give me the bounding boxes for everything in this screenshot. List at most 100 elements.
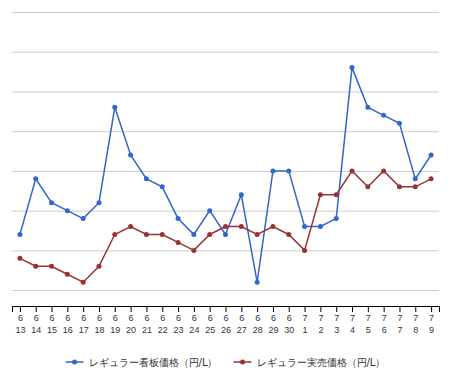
y-grid [12, 13, 439, 291]
point [160, 232, 165, 237]
x-tick-label: 75 [366, 313, 371, 334]
point [302, 248, 307, 253]
x-tick-label: 71 [303, 313, 308, 334]
x-tick-mark [352, 306, 353, 312]
x-tick-mark [384, 306, 385, 312]
point [239, 192, 244, 197]
x-tick-label: 628 [253, 313, 263, 334]
point [176, 216, 181, 221]
x-tick-label-row: 6 [192, 313, 197, 323]
x-tick-label-row: 5 [366, 325, 371, 335]
x-tick-mark [67, 306, 68, 312]
x-tick: 627 [237, 306, 247, 335]
x-tick-mark [431, 306, 432, 312]
point [144, 176, 149, 181]
x-axis: 6136146156166176186196206216226236246256… [13, 306, 440, 335]
x-tick: 71 [303, 306, 308, 335]
x-tick-label-row: 23 [174, 325, 184, 335]
x-tick-mark [36, 306, 37, 312]
point [112, 232, 117, 237]
x-tick-label-row: 6 [160, 313, 165, 323]
x-tick-label: 79 [429, 313, 434, 334]
point [413, 176, 418, 181]
x-tick: 630 [284, 306, 294, 335]
x-tick-label-row: 17 [79, 325, 89, 335]
point [49, 264, 54, 269]
y-tick [12, 250, 439, 251]
x-tick: 78 [413, 306, 418, 335]
x-tick-label-row: 6 [18, 313, 23, 323]
x-tick: 73 [334, 306, 339, 335]
x-tick-mark [336, 306, 337, 312]
plot: 6136146156166176186196206216226236246256… [12, 13, 440, 335]
x-tick-label-row: 14 [31, 325, 41, 335]
point [381, 113, 386, 118]
x-tick-label: 615 [47, 313, 57, 334]
x-tick-label-row: 27 [237, 325, 247, 335]
x-tick: 619 [110, 306, 120, 335]
point [302, 224, 307, 229]
x-tick-label-row: 6 [382, 325, 387, 335]
point [160, 184, 165, 189]
x-tick-mark [305, 306, 306, 312]
x-tick: 616 [63, 306, 73, 335]
grid-line [12, 91, 439, 92]
x-tick-mark [83, 306, 84, 312]
x-tick-label-row: 6 [255, 313, 260, 323]
x-tick-label-row: 6 [176, 313, 181, 323]
x-tick: 74 [350, 306, 355, 335]
x-tick-label: 74 [350, 313, 355, 334]
x-tick-label-row: 4 [350, 325, 355, 335]
x-tick-label-row: 6 [287, 313, 292, 323]
point [128, 224, 133, 229]
point [397, 184, 402, 189]
series-points [17, 65, 433, 285]
point [429, 153, 434, 158]
x-axis-line [13, 307, 440, 313]
legend-label: レギュラー実売価格（円/L） [257, 357, 386, 368]
x-tick-label-row: 7 [397, 325, 402, 335]
x-tick-label: 623 [174, 313, 184, 334]
x-tick-mark [131, 306, 132, 312]
point [334, 216, 339, 221]
x-tick-mark [99, 306, 100, 312]
point [176, 240, 181, 245]
x-tick-label-row: 6 [34, 313, 39, 323]
x-tick-label: 618 [94, 313, 104, 334]
x-tick-mark [162, 306, 163, 312]
x-tick: 79 [429, 306, 434, 335]
x-tick-label-row: 19 [110, 325, 120, 335]
point [270, 168, 275, 173]
x-tick-label-row: 6 [271, 313, 276, 323]
x-tick-label-row: 7 [397, 313, 402, 323]
point [96, 264, 101, 269]
x-tick-mark [146, 306, 147, 312]
x-tick-mark [289, 306, 290, 312]
point [128, 153, 133, 158]
x-tick-label-row: 6 [208, 313, 213, 323]
x-tick: 617 [79, 306, 89, 335]
x-tick-label-row: 7 [413, 313, 418, 323]
point [223, 224, 228, 229]
x-tick: 76 [382, 306, 387, 335]
x-tick-label: 619 [110, 313, 120, 334]
x-tick-label: 613 [15, 313, 25, 334]
x-tick-label-row: 24 [189, 325, 199, 335]
legend-marker [240, 360, 245, 365]
x-tick-label-row: 6 [113, 313, 118, 323]
x-tick-label-row: 28 [253, 325, 263, 335]
grid-line [12, 52, 439, 53]
x-tick-label: 627 [237, 313, 247, 334]
point [239, 224, 244, 229]
y-tick [12, 91, 439, 92]
x-tick: 75 [366, 306, 371, 335]
x-tick-label-row: 6 [129, 313, 134, 323]
x-tick: 626 [221, 306, 231, 335]
point [81, 216, 86, 221]
point [318, 192, 323, 197]
point [413, 184, 418, 189]
x-tick-label-row: 6 [223, 313, 228, 323]
point [255, 232, 260, 237]
point [33, 176, 38, 181]
point [17, 232, 22, 237]
